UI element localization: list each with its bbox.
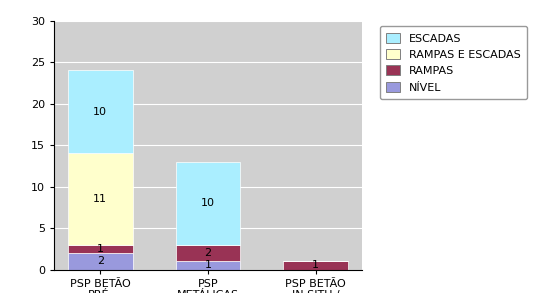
Bar [68,253,132,270]
Legend: ESCADAS, RAMPAS E ESCADAS, RAMPAS, NÍVEL: ESCADAS, RAMPAS E ESCADAS, RAMPAS, NÍVEL [380,26,527,99]
Text: 10: 10 [93,107,107,117]
Bar [284,261,348,270]
Text: 1: 1 [97,244,104,254]
Bar [176,162,240,245]
Text: 11: 11 [93,194,107,204]
Bar [176,245,240,261]
Bar [176,261,240,270]
Text: 1: 1 [312,260,319,270]
Bar [68,153,132,245]
Text: 1: 1 [205,260,211,270]
Text: 2: 2 [97,256,104,266]
Text: 10: 10 [201,198,215,208]
Text: 2: 2 [204,248,212,258]
Bar [68,70,132,153]
Bar [68,245,132,253]
